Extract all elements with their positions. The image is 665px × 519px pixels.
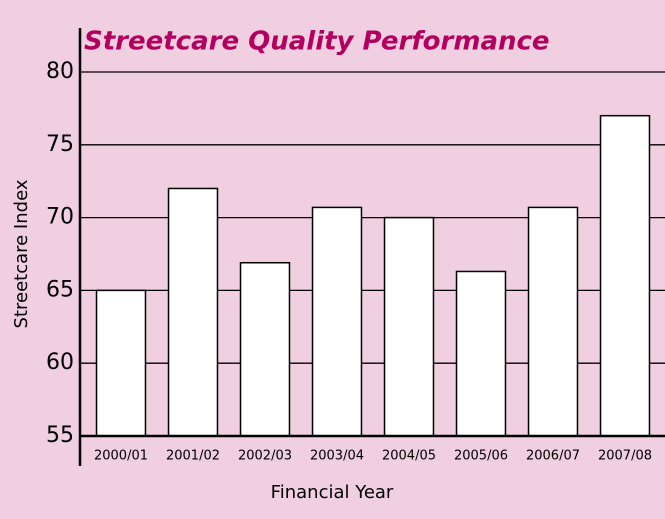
x-tick-label: 2003/04 [310, 449, 364, 464]
x-tick-label: 2001/02 [166, 449, 220, 464]
y-tick-label: 70 [46, 205, 74, 230]
x-tick-label: 2000/01 [94, 449, 148, 464]
x-tick-label: 2002/03 [238, 449, 292, 464]
bar [239, 261, 291, 437]
x-tick-label: 2006/07 [526, 449, 580, 464]
x-tick-label: 2007/08 [598, 449, 652, 464]
bar [311, 206, 363, 437]
bar [167, 187, 219, 437]
bar [527, 206, 579, 437]
x-axis-label: Financial Year [271, 482, 394, 503]
y-tick-label: 65 [46, 277, 74, 302]
y-tick-label: 80 [46, 59, 74, 84]
y-tick-label: 60 [46, 350, 74, 375]
bar [599, 114, 651, 437]
x-tick-label: 2005/06 [454, 449, 508, 464]
y-tick-label: 75 [46, 132, 74, 157]
bar [383, 216, 435, 437]
bar [95, 289, 147, 437]
chart-title: Streetcare Quality Performance [84, 27, 550, 57]
y-tick-label: 55 [46, 423, 74, 448]
y-axis-label: Streetcare Index [11, 179, 32, 328]
x-tick-label: 2004/05 [382, 449, 436, 464]
bar [455, 270, 507, 437]
